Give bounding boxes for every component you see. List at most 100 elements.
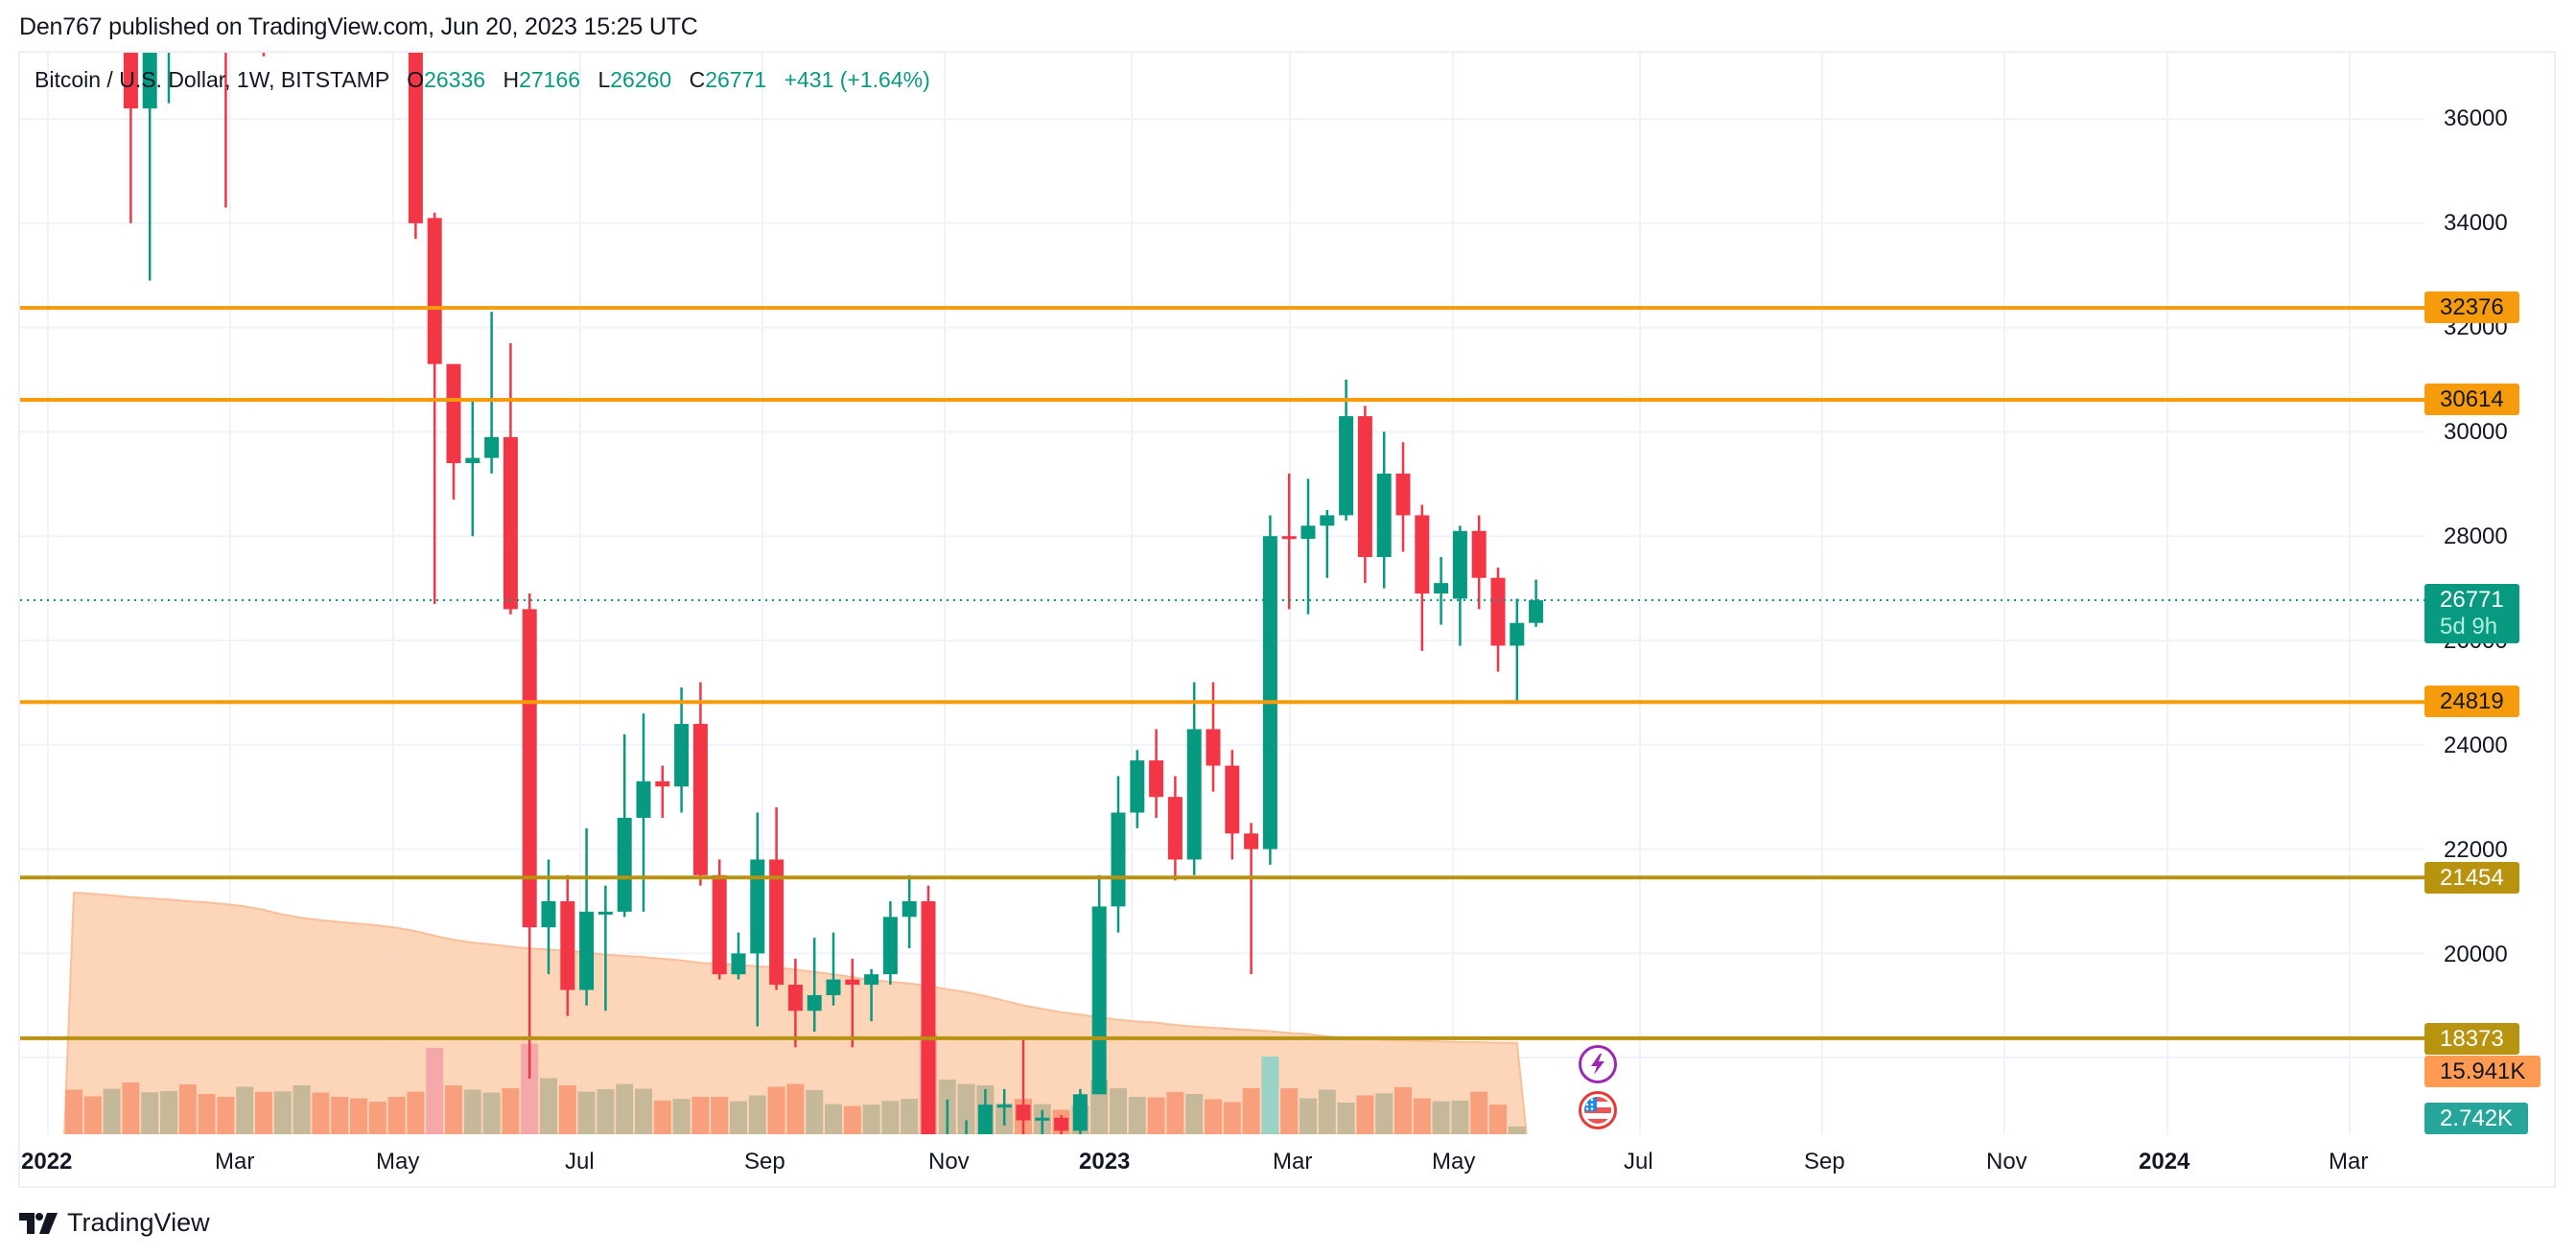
candle-body: [275, 0, 290, 25]
time-tick: May: [376, 1149, 420, 1175]
volume-bar: [786, 1083, 805, 1134]
volume-bar: [1451, 1100, 1469, 1134]
candle-body: [1471, 530, 1487, 578]
volume-bar: [730, 1101, 747, 1134]
time-tick: 2023: [1079, 1149, 1131, 1175]
symbol-name: Bitcoin / U.S. Dollar, 1W, BITSTAMP: [35, 67, 389, 92]
candle-body: [446, 363, 461, 464]
candle-body: [959, 1141, 973, 1146]
low-value: 26260: [610, 67, 672, 92]
candle-body: [1281, 536, 1297, 540]
volume-bar: [843, 1105, 861, 1134]
time-tick: Mar: [215, 1149, 255, 1175]
volume-bar: [1337, 1103, 1355, 1134]
candle-body: [807, 994, 822, 1012]
candle-body: [1016, 1105, 1031, 1121]
high-value: 27166: [519, 67, 581, 92]
candle-body: [162, 0, 176, 20]
tradingview-logo[interactable]: TradingView: [19, 1208, 210, 1238]
volume-bar: [1261, 1057, 1279, 1134]
volume-bar: [1413, 1098, 1431, 1134]
volume-bar: [1205, 1099, 1222, 1134]
candle-body: [1072, 1094, 1088, 1131]
support-level-tag: 24819: [2424, 686, 2519, 717]
support-level-tag: 18373: [2424, 1023, 2519, 1055]
candle-body: [484, 436, 500, 458]
candle-body: [522, 609, 537, 928]
candle-body: [1244, 833, 1259, 849]
volume-bar: [1166, 1091, 1184, 1134]
candle-body: [674, 724, 690, 787]
volume-bar: [122, 1082, 140, 1134]
volume-bar: [825, 1104, 842, 1134]
candle-body: [597, 911, 613, 915]
high-label: H: [503, 67, 520, 92]
lightning-event-icon[interactable]: [1579, 1045, 1617, 1083]
candle-body: [750, 859, 765, 954]
candle-body: [123, 53, 138, 109]
candle-body: [1376, 473, 1392, 557]
candle-body: [1225, 765, 1240, 834]
time-tick: Mar: [2329, 1149, 2369, 1175]
time-tick: Sep: [1804, 1149, 1845, 1175]
symbol-legend: Bitcoin / U.S. Dollar, 1W, BITSTAMP O263…: [35, 67, 930, 93]
volume-bar: [1375, 1093, 1393, 1134]
resistance-level-tag: 32376: [2424, 291, 2519, 323]
volume-bar: [273, 1091, 292, 1134]
candle-body: [1415, 515, 1430, 594]
volume-bar: [178, 1084, 197, 1134]
volume-bar: [1300, 1098, 1317, 1134]
volume-bar: [957, 1083, 975, 1134]
volume-bar: [407, 1091, 425, 1134]
candle-body: [1091, 906, 1107, 1095]
candle-body: [712, 874, 727, 975]
candle-body: [1300, 525, 1316, 539]
price-tick: 20000: [2444, 942, 2508, 967]
us-flag-event-icon[interactable]: [1579, 1091, 1617, 1129]
price-tick: 24000: [2444, 733, 2508, 758]
volume-bar: [1110, 1088, 1127, 1134]
candle-body: [1054, 1117, 1069, 1131]
volume-bar: [635, 1088, 652, 1134]
price-tick: 28000: [2444, 523, 2508, 549]
volume-bar: [255, 1091, 272, 1134]
open-value: 26336: [424, 67, 486, 92]
candle-body: [1206, 729, 1221, 766]
candle-body: [1130, 760, 1145, 813]
volume-bar: [1470, 1091, 1488, 1134]
price-tick: 22000: [2444, 837, 2508, 863]
resistance-level-tag: 30614: [2424, 384, 2519, 415]
candle-body: [1320, 515, 1335, 526]
time-tick: Nov: [1986, 1149, 2027, 1175]
volume-bar: [293, 1085, 311, 1134]
volume-bar: [767, 1086, 785, 1134]
time-tick: May: [1432, 1149, 1476, 1175]
candle-body: [427, 218, 442, 364]
price-tick: 30000: [2444, 419, 2508, 445]
volume-bar: [350, 1098, 367, 1134]
candle-body: [257, 14, 271, 25]
volume-bar: [1280, 1088, 1299, 1134]
candle-body: [636, 780, 651, 818]
candle-body: [921, 901, 936, 1134]
candle-body: [1035, 1117, 1050, 1121]
volume-bar: [426, 1048, 444, 1134]
volume-bar: [616, 1083, 634, 1134]
candle-body: [617, 817, 632, 912]
candle-body: [1510, 622, 1525, 646]
change-value: +431 (+1.64%): [784, 67, 930, 92]
candle-body: [541, 901, 556, 928]
volume-bar: [103, 1088, 121, 1134]
volume-bar: [1356, 1095, 1374, 1134]
price-tick: 36000: [2444, 105, 2508, 131]
volume-bar: [160, 1091, 177, 1134]
candle-body: [1452, 530, 1467, 599]
candle-body: [1262, 536, 1277, 849]
volume-bar: [711, 1097, 729, 1134]
volume-bar: [482, 1092, 501, 1134]
candle-body: [1490, 577, 1506, 646]
candle-body: [1149, 760, 1164, 798]
volume-bar: [1128, 1097, 1146, 1134]
candle-body: [560, 901, 575, 990]
